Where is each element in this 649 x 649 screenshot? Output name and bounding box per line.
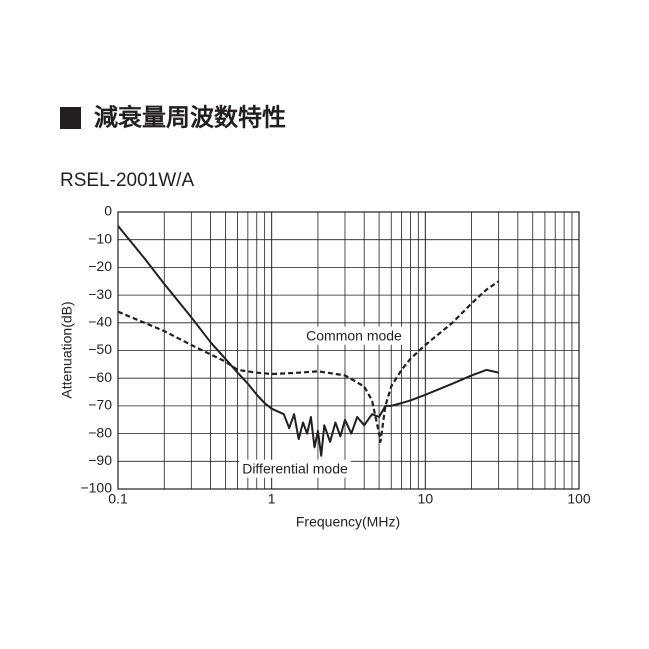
y-tick-label: −80 <box>88 424 112 440</box>
x-tick-label: 10 <box>418 491 434 507</box>
y-tick-label: −70 <box>88 397 112 413</box>
title-marker <box>60 107 81 129</box>
y-tick-label: −30 <box>88 286 112 302</box>
y-axis-title: Attenuation(dB) <box>59 301 75 398</box>
x-tick-label: 1 <box>268 491 276 507</box>
series-line <box>117 225 499 457</box>
x-axis-title: Frequency(MHz) <box>296 514 400 530</box>
y-tick-label: 0 <box>104 203 112 219</box>
y-tick-label: −90 <box>88 452 112 468</box>
y-tick-label: −20 <box>88 258 112 274</box>
annotation-background <box>303 326 406 345</box>
chart-subtitle: RSEL-2001W/A <box>60 170 194 191</box>
y-tick-label: −50 <box>88 341 112 357</box>
x-tick-label: 0.1 <box>108 491 128 507</box>
y-tick-label: −100 <box>80 480 112 496</box>
annotation: Differential mode <box>242 461 348 477</box>
plot-frame <box>117 211 580 490</box>
annotation-background <box>239 459 351 478</box>
chart-title: 減衰量周波数特性 <box>94 103 286 131</box>
annotation: Common mode <box>306 328 402 344</box>
y-tick-label: −10 <box>88 230 112 246</box>
y-tick-label: −40 <box>88 314 112 330</box>
series-line <box>117 280 500 443</box>
x-tick-label: 100 <box>567 491 591 507</box>
y-tick-label: −60 <box>88 369 112 385</box>
